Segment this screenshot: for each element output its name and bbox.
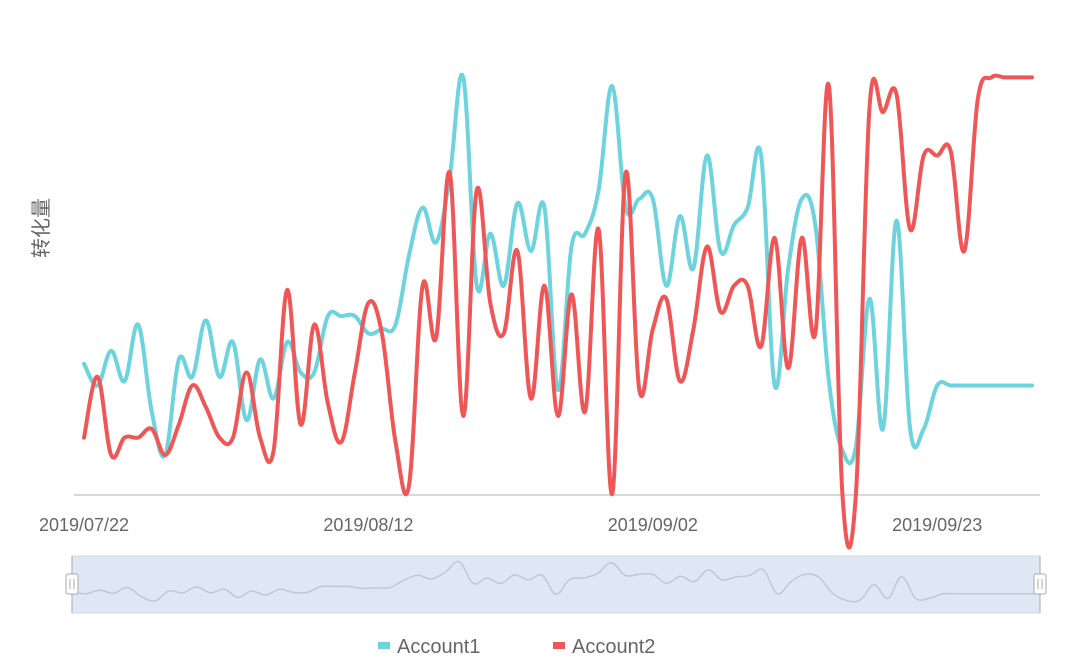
zoom-right-handle-grip[interactable] <box>1033 573 1047 595</box>
x-tick-label: 2019/08/12 <box>323 515 413 535</box>
zoom-slider-track[interactable] <box>71 555 1041 614</box>
legend-item-account1[interactable]: Account1 <box>378 636 480 658</box>
zoom-slider-preview-line <box>71 560 1040 603</box>
plot-area: 2019/07/22 2019/08/12 2019/09/02 2019/09/23… <box>29 72 1040 550</box>
y-axis-label: 转化量 <box>29 198 53 258</box>
legend-swatch-account2 <box>553 642 565 649</box>
legend-label-account1: Account1 <box>397 636 480 658</box>
x-tick-labels: 2019/07/22 2019/08/12 2019/09/02 2019/09/23 <box>39 515 982 535</box>
series-layer <box>82 72 1034 550</box>
legend-item-account2[interactable]: Account2 <box>553 636 655 658</box>
legend: Account1 Account2 <box>378 636 655 658</box>
x-tick-label: 2019/09/23 <box>892 515 982 535</box>
series-line-account2[interactable] <box>82 73 1034 550</box>
legend-label-account2: Account2 <box>572 636 655 658</box>
series-line-account1[interactable] <box>82 72 1034 466</box>
zoom-slider-right-handle[interactable] <box>1033 556 1047 613</box>
x-tick-label: 2019/07/22 <box>39 515 129 535</box>
zoom-slider[interactable] <box>65 555 1047 614</box>
legend-swatch-account1 <box>378 642 390 649</box>
zoom-left-handle-grip[interactable] <box>65 573 79 595</box>
zoom-slider-left-handle[interactable] <box>65 556 79 613</box>
x-tick-label: 2019/09/02 <box>608 515 698 535</box>
